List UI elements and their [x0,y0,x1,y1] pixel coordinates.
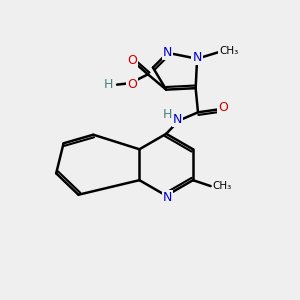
Text: H: H [163,108,172,121]
Text: N: N [163,46,172,59]
Text: N: N [173,112,182,126]
Text: O: O [218,101,228,114]
Text: CH₃: CH₃ [219,46,238,56]
Text: O: O [128,54,137,67]
Text: O: O [127,78,137,91]
Text: N: N [163,191,172,205]
Text: H: H [104,78,113,91]
Text: CH₃: CH₃ [213,181,232,191]
Text: N: N [192,51,202,64]
